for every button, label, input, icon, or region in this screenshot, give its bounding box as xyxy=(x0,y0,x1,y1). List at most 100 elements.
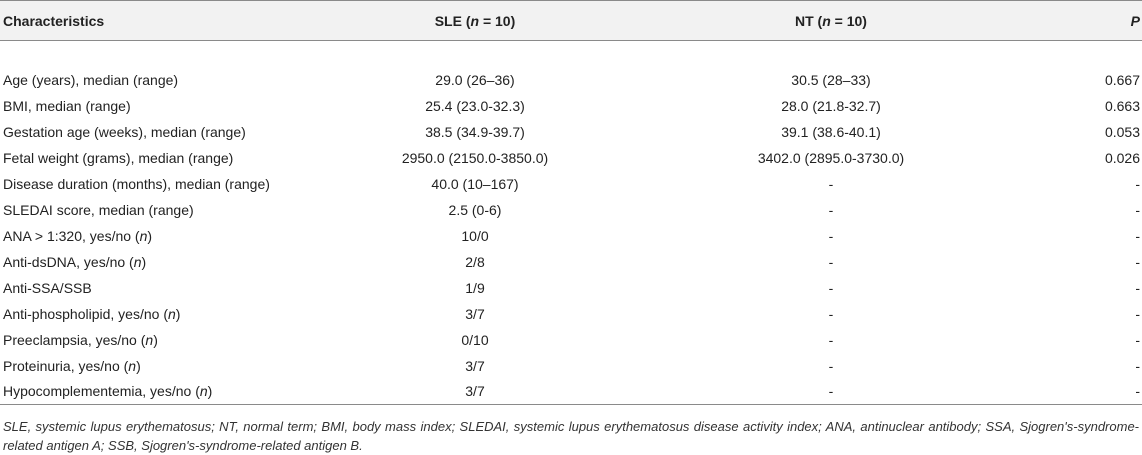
row-label-text: Hypocomplementemia, yes/no ( xyxy=(3,383,200,400)
row-nt-value: 39.1 (38.6-40.1) xyxy=(781,123,881,140)
characteristics-table: Characteristics SLE (n = 10) NT (n = 10)… xyxy=(0,0,1142,405)
row-p-value: - xyxy=(1052,378,1142,405)
row-p-value: - xyxy=(1135,279,1140,296)
row-p-value: - xyxy=(1135,305,1140,322)
row-label-text: Gestation age (weeks), median (range) xyxy=(3,123,246,140)
row-nt-value: - xyxy=(828,305,834,322)
row-p-value: - xyxy=(1135,227,1140,244)
row-nt-value: 3402.0 (2895.0-3730.0) xyxy=(757,149,905,166)
header-p-label: P xyxy=(1130,12,1140,29)
row-label-text: ANA > 1:320, yes/no ( xyxy=(3,227,140,244)
row-p-value: 0.667 xyxy=(1104,71,1140,88)
table-row: Gestation age (weeks), median (range) 38.… xyxy=(0,119,1142,145)
table-footnote: SLE, systemic lupus erythematosus; NT, n… xyxy=(3,419,1139,453)
row-p-value: - xyxy=(1135,357,1140,374)
row-label-tail: ) xyxy=(207,383,213,400)
row-sle-value: 25.4 (23.0-32.3) xyxy=(425,97,525,114)
table-row: Anti-SSA/SSB 1/9 - - xyxy=(0,275,1142,301)
table-row: Disease duration (months), median (range… xyxy=(0,171,1142,197)
row-sle-value: 3/7 xyxy=(340,378,610,405)
table-header: Characteristics SLE (n = 10) NT (n = 10)… xyxy=(0,0,1142,41)
header-characteristics: Characteristics xyxy=(0,0,340,41)
row-nt-value: 28.0 (21.8-32.7) xyxy=(781,97,881,114)
row-p-value: 0.026 xyxy=(1104,149,1140,166)
row-label: Anti-dsDNA, yes/no (n) xyxy=(0,249,340,275)
row-sle-value: 10/0 xyxy=(461,227,489,244)
row-p-value: - xyxy=(1135,201,1140,218)
row-sle-value: 3/7 xyxy=(465,357,485,374)
header-sle: SLE (n = 10) xyxy=(340,0,610,41)
row-nt-value: - xyxy=(828,357,834,374)
row-label-tail: ) xyxy=(147,227,153,244)
row-sle-value: 2/8 xyxy=(465,253,485,270)
row-sle-value: 3/7 xyxy=(465,305,485,322)
table-row: Age (years), median (range) 29.0 (26–36) 3… xyxy=(0,67,1142,93)
row-label: Gestation age (weeks), median (range) xyxy=(0,119,340,145)
row-label-text: Age (years), median (range) xyxy=(3,71,179,88)
row-label-n: n xyxy=(168,305,176,322)
row-label-tail: ) xyxy=(136,357,141,374)
table-row: Anti-dsDNA, yes/no (n) 2/8 - - xyxy=(0,249,1142,275)
table-row: Hypocomplementemia, yes/no (n) 3/7- - xyxy=(0,378,1142,405)
row-label-tail: ) xyxy=(153,331,158,348)
table-row: Fetal weight (grams), median (range) 2950… xyxy=(0,145,1142,171)
row-label-text: Anti-SSA/SSB xyxy=(3,279,92,296)
row-label: Fetal weight (grams), median (range) xyxy=(0,145,340,171)
row-label-text: Anti-phospholipid, yes/no ( xyxy=(3,305,168,322)
row-label: ANA > 1:320, yes/no (n) xyxy=(0,223,340,249)
row-label: SLEDAI score, median (range) xyxy=(0,197,340,223)
table-row: Anti-phospholipid, yes/no (n) 3/7 - - xyxy=(0,301,1142,327)
row-nt-value: 30.5 (28–33) xyxy=(791,71,871,88)
row-label-tail: ) xyxy=(141,253,147,270)
table-body: Age (years), median (range) 29.0 (26–36) 3… xyxy=(0,41,1142,405)
table-row: BMI, median (range) 25.4 (23.0-32.3) 28.0 … xyxy=(0,93,1142,119)
header-sle-suffix: = 10) xyxy=(479,12,516,29)
row-nt-value: - xyxy=(610,378,1052,405)
row-sle-value: 0/10 xyxy=(461,331,489,348)
row-p-value: - xyxy=(1135,253,1140,270)
row-sle-value: 1/9 xyxy=(465,279,485,296)
row-label-tail: ) xyxy=(175,305,181,322)
row-label: Anti-SSA/SSB xyxy=(0,275,340,301)
header-nt-prefix: NT ( xyxy=(795,12,823,29)
row-label-n: n xyxy=(128,357,137,374)
row-label: Proteinuria, yes/no (n) xyxy=(0,353,340,379)
row-label: Anti-phospholipid, yes/no (n) xyxy=(0,301,340,327)
table-spacer xyxy=(0,41,1142,67)
row-p-value: 0.663 xyxy=(1104,97,1140,114)
table-row: Proteinuria, yes/no (n) 3/7 - - xyxy=(0,353,1142,379)
row-label-text: BMI, median (range) xyxy=(3,97,131,114)
header-sle-prefix: SLE ( xyxy=(434,12,471,29)
header-row: Characteristics SLE (n = 10) NT (n = 10)… xyxy=(0,0,1142,41)
row-nt-value: - xyxy=(828,331,834,348)
table-row: Preeclampsia, yes/no (n) 0/10 - - xyxy=(0,327,1142,353)
row-nt-value: - xyxy=(828,201,834,218)
row-nt-value: - xyxy=(828,175,834,192)
row-label: Disease duration (months), median (range… xyxy=(0,171,340,197)
row-sle-value: 38.5 (34.9-39.7) xyxy=(425,123,525,140)
row-label-n: n xyxy=(133,253,142,270)
row-p-value: - xyxy=(1135,331,1140,348)
row-nt-value: - xyxy=(828,253,834,270)
row-label-text: SLEDAI score, median (range) xyxy=(3,201,194,218)
row-sle-value: 2950.0 (2150.0-3850.0) xyxy=(401,149,549,166)
row-label: Hypocomplementemia, yes/no (n) xyxy=(0,378,340,405)
header-nt: NT (n = 10) xyxy=(610,0,1052,41)
row-sle-value: 40.0 (10–167) xyxy=(431,175,519,192)
row-label: Preeclampsia, yes/no (n) xyxy=(0,327,340,353)
row-label-text: Anti-dsDNA, yes/no ( xyxy=(3,253,134,270)
header-sle-n: n xyxy=(470,12,480,29)
row-label-n: n xyxy=(199,383,208,400)
row-label: BMI, median (range) xyxy=(0,93,340,119)
table-row: ANA > 1:320, yes/no (n) 10/0 - - xyxy=(0,223,1142,249)
row-nt-value: - xyxy=(828,279,834,296)
row-label-n: n xyxy=(139,227,148,244)
row-nt-value: - xyxy=(828,227,834,244)
row-p-value: 0.053 xyxy=(1104,123,1140,140)
row-label-text: Disease duration (months), median (range… xyxy=(3,175,270,192)
table-row: SLEDAI score, median (range) 2.5 (0-6) - - xyxy=(0,197,1142,223)
header-p: P xyxy=(1052,0,1142,41)
header-nt-n: n xyxy=(822,12,831,29)
row-label-text: Proteinuria, yes/no ( xyxy=(3,357,129,374)
